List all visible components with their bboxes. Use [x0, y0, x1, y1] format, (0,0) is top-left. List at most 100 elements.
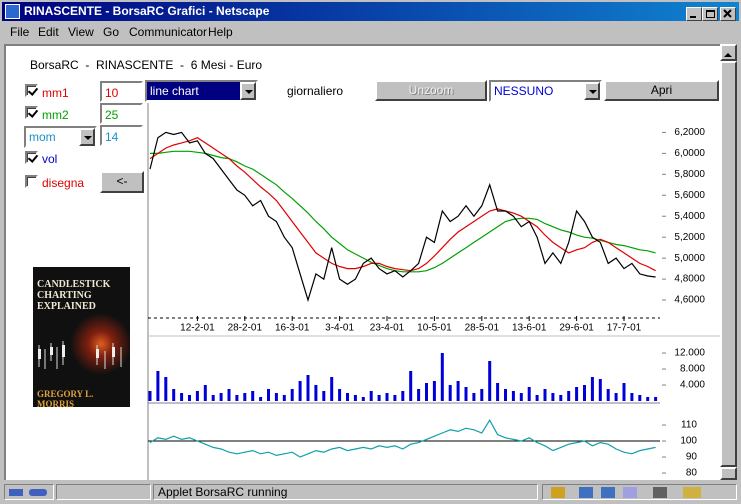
- select-value: mom: [29, 130, 56, 144]
- volume-bar: [425, 383, 428, 401]
- menu-item[interactable]: View: [68, 25, 94, 39]
- volume-bar: [432, 381, 436, 401]
- icon[interactable]: [623, 487, 637, 498]
- volume-bar: [330, 377, 334, 401]
- volume-bar: [346, 393, 349, 401]
- volume-bar: [646, 397, 650, 401]
- y-tick-label: 5,2000: [674, 232, 705, 243]
- volume-bar: [148, 391, 152, 401]
- x-tick-label: 13-6-01: [512, 323, 547, 334]
- volume-bar: [188, 395, 191, 401]
- compare-select[interactable]: NESSUNO: [489, 80, 602, 102]
- maximize-button[interactable]: [702, 7, 718, 21]
- title-bar: RINASCENTE - BorsaRC Grafici - Netscape: [2, 2, 739, 21]
- book-title: CANDLESTICK CHARTING EXPLAINED: [37, 279, 111, 312]
- menu-item[interactable]: Go: [103, 25, 120, 39]
- indicator-select[interactable]: mom: [24, 126, 97, 148]
- volume-bar: [638, 395, 642, 401]
- option-label: vol: [42, 152, 58, 166]
- volume-bar: [559, 395, 563, 401]
- dropdown-arrow[interactable]: [79, 128, 95, 146]
- security-icon[interactable]: [4, 484, 54, 500]
- menu-item[interactable]: Communicator: [129, 25, 208, 39]
- volume-bar: [306, 375, 310, 401]
- y-tick-label: 5,8000: [674, 169, 705, 180]
- y-tick-label: 6,2000: [674, 127, 705, 138]
- volume-bar: [598, 379, 602, 401]
- volume-bar: [496, 383, 500, 401]
- scroll-down[interactable]: [720, 467, 737, 480]
- select-value: NESSUNO: [494, 84, 554, 98]
- volume-bar: [551, 393, 555, 401]
- unzoom-button[interactable]: Unzoom: [375, 80, 487, 101]
- y-tick-label: 5,6000: [674, 190, 705, 201]
- y-tick-label: 100: [680, 436, 697, 447]
- volume-bar: [456, 381, 460, 401]
- book-cover: CANDLESTICK CHARTING EXPLAINED GREGORY L…: [33, 267, 130, 409]
- volume-bar: [606, 389, 610, 401]
- y-tick-label: 5,0000: [674, 253, 705, 264]
- text-input[interactable]: 14: [100, 125, 143, 146]
- minimize-button[interactable]: [686, 7, 702, 21]
- y-tick-label: 4.000: [680, 380, 705, 391]
- checkbox[interactable]: [25, 151, 38, 164]
- checkbox[interactable]: [25, 84, 38, 97]
- volume-bar: [504, 389, 507, 401]
- close-button[interactable]: [720, 7, 736, 21]
- menu-item[interactable]: Edit: [38, 25, 59, 39]
- volume-bar: [409, 371, 413, 401]
- icon[interactable]: [653, 487, 667, 498]
- x-tick-label: 16-3-01: [275, 323, 310, 334]
- volume-bar: [259, 397, 263, 401]
- volume-bar: [219, 393, 223, 401]
- open-button[interactable]: Apri: [604, 80, 719, 101]
- price-line: [149, 137, 656, 272]
- volume-bar: [172, 389, 176, 401]
- y-tick-label: 6,0000: [674, 148, 705, 159]
- text-input[interactable]: 25: [100, 103, 143, 124]
- checkbox[interactable]: [25, 175, 38, 188]
- volume-bar: [535, 395, 539, 401]
- dropdown-arrow[interactable]: [240, 82, 256, 100]
- x-tick-label: 3-4-01: [325, 323, 354, 334]
- dropdown-arrow[interactable]: [584, 82, 600, 100]
- book-author: GREGORY L. MORRIS: [37, 389, 94, 409]
- scrollbar[interactable]: [720, 44, 737, 480]
- volume-bar: [575, 387, 579, 401]
- y-tick-label: 8.000: [680, 364, 705, 375]
- x-tick-label: 10-5-01: [417, 323, 452, 334]
- checkbox[interactable]: [25, 106, 38, 119]
- draw-button[interactable]: <-: [100, 171, 144, 193]
- icon[interactable]: [579, 487, 593, 498]
- volume-bar: [243, 393, 247, 401]
- volume-bar: [314, 385, 318, 401]
- volume-bar: [567, 391, 571, 401]
- app-icon: [5, 4, 20, 19]
- volume-bar: [488, 361, 492, 401]
- chart-type-select[interactable]: line chart: [145, 80, 258, 102]
- volume-bar: [417, 389, 421, 401]
- scroll-up[interactable]: [720, 44, 737, 61]
- text-input[interactable]: 10: [100, 81, 143, 102]
- x-tick-label: 29-6-01: [559, 323, 594, 334]
- volume-bar: [527, 387, 531, 401]
- volume-bar: [543, 389, 547, 401]
- y-tick-label: 80: [686, 468, 698, 479]
- icon[interactable]: [683, 487, 701, 498]
- option-label: mm1: [42, 86, 69, 100]
- menu-item[interactable]: File: [10, 25, 30, 39]
- volume-bar: [519, 393, 523, 401]
- x-tick-label: 28-5-01: [465, 323, 500, 334]
- volume-bar: [654, 397, 658, 401]
- volume-bar: [203, 385, 207, 401]
- volume-bar: [251, 391, 255, 401]
- icon[interactable]: [551, 487, 565, 498]
- icon[interactable]: [601, 487, 615, 498]
- volume-bar: [401, 391, 405, 401]
- volume-bar: [385, 393, 389, 401]
- scroll-thumb[interactable]: [720, 61, 737, 467]
- menu-item[interactable]: Help: [208, 25, 233, 39]
- price-line: [150, 150, 656, 273]
- volume-bar: [211, 395, 215, 401]
- volume-bar: [156, 371, 160, 401]
